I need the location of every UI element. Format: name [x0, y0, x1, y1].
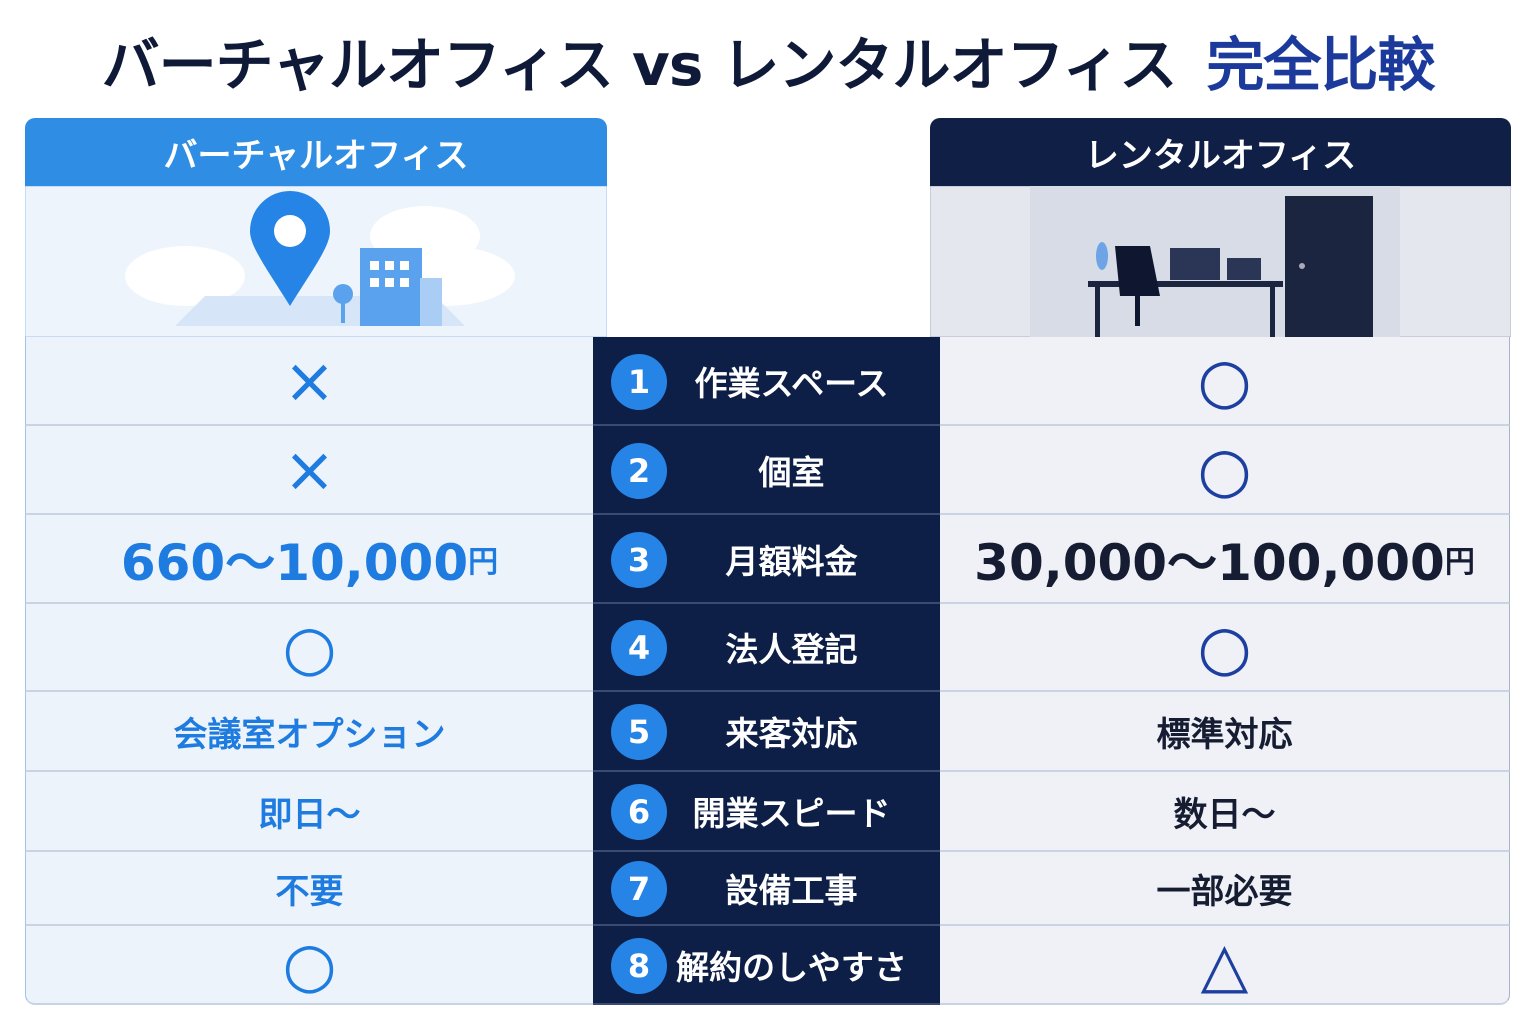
item-number-text: 8: [627, 946, 651, 985]
item-number-text: 1: [627, 362, 651, 401]
left-value: ×: [283, 433, 336, 506]
item-label: 来客対応: [725, 714, 858, 753]
right-value: 標準対応: [1156, 714, 1293, 755]
right-cell: 一部必要: [940, 852, 1510, 926]
right-cell: 30,000〜100,000 円: [940, 515, 1510, 604]
right-cell: △: [940, 926, 1510, 1005]
right-value: 一部必要: [1156, 871, 1293, 912]
left-value: 会議室オプション: [173, 714, 446, 755]
left-cell: ○: [25, 926, 593, 1005]
item-number-text: 6: [627, 793, 651, 831]
item-cell: 7 設備工事: [593, 852, 940, 926]
item-label: 作業スペース: [694, 363, 889, 403]
left-cell: 不要: [25, 852, 593, 926]
item-number-text: 7: [627, 870, 651, 908]
item-number: 4: [611, 620, 667, 676]
item-number: 7: [611, 861, 667, 917]
item-label: 個室: [758, 452, 825, 492]
item-number: 5: [611, 704, 667, 760]
right-cell: ○: [940, 337, 1510, 426]
item-number: 8: [611, 937, 667, 994]
left-header: バーチャルオフィス: [25, 118, 607, 186]
right-value: ○: [1197, 433, 1252, 506]
left-cell: ○: [25, 604, 593, 692]
item-cell: 6 開業スピード: [593, 772, 940, 852]
left-value: ○: [282, 928, 337, 1001]
right-header: レンタルオフィス: [930, 118, 1511, 186]
right-cell: ○: [940, 426, 1510, 515]
item-number: 6: [611, 784, 667, 840]
right-cell: 標準対応: [940, 692, 1510, 772]
item-number: 3: [611, 531, 667, 588]
right-unit: 円: [1444, 544, 1475, 580]
left-unit: 円: [468, 544, 499, 580]
item-cell: 4 法人登記: [593, 604, 940, 692]
title-main: バーチャルオフィス vs レンタルオフィス: [101, 31, 1178, 99]
item-number-text: 4: [627, 629, 651, 667]
item-label: 月額料金: [725, 541, 858, 581]
item-cell: 5 来客対応: [593, 692, 940, 772]
title: バーチャルオフィス vs レンタルオフィス 完全比較: [0, 18, 1536, 102]
item-cell: 2 個室: [593, 426, 940, 515]
left-cell: 会議室オプション: [25, 692, 593, 772]
left-value: 不要: [275, 871, 344, 912]
left-value: ○: [282, 610, 337, 684]
rental-office-illustration: [930, 186, 1511, 337]
item-label: 法人登記: [725, 630, 858, 669]
left-value: ×: [283, 344, 336, 417]
item-cell: 8 解約のしやすさ: [593, 926, 940, 1005]
left-cell: 即日〜: [25, 772, 593, 852]
left-value: 即日〜: [258, 794, 361, 835]
item-label: 解約のしやすさ: [676, 947, 907, 987]
item-number-text: 5: [627, 713, 651, 751]
right-value: 数日〜: [1173, 794, 1276, 835]
title-emphasis: 完全比較: [1206, 31, 1435, 99]
item-label: 開業スピード: [692, 794, 891, 833]
right-value: △: [1200, 928, 1249, 1001]
left-cell: ×: [25, 426, 593, 515]
item-number: 2: [611, 442, 667, 499]
left-cell: 660〜10,000 円: [25, 515, 593, 604]
item-number: 1: [611, 353, 667, 410]
right-cell: ○: [940, 604, 1510, 692]
item-cell: 1 作業スペース: [593, 337, 940, 426]
right-value: 30,000〜100,000: [974, 533, 1445, 592]
virtual-office-illustration: [25, 186, 607, 337]
right-value: ○: [1197, 344, 1252, 417]
right-value: ○: [1197, 610, 1252, 684]
right-cell: 数日〜: [940, 772, 1510, 852]
item-cell: 3 月額料金: [593, 515, 940, 604]
item-number-text: 3: [627, 540, 651, 579]
item-number-text: 2: [627, 451, 651, 490]
item-label: 設備工事: [725, 871, 858, 910]
left-value: 660〜10,000: [120, 533, 469, 592]
left-cell: ×: [25, 337, 593, 426]
